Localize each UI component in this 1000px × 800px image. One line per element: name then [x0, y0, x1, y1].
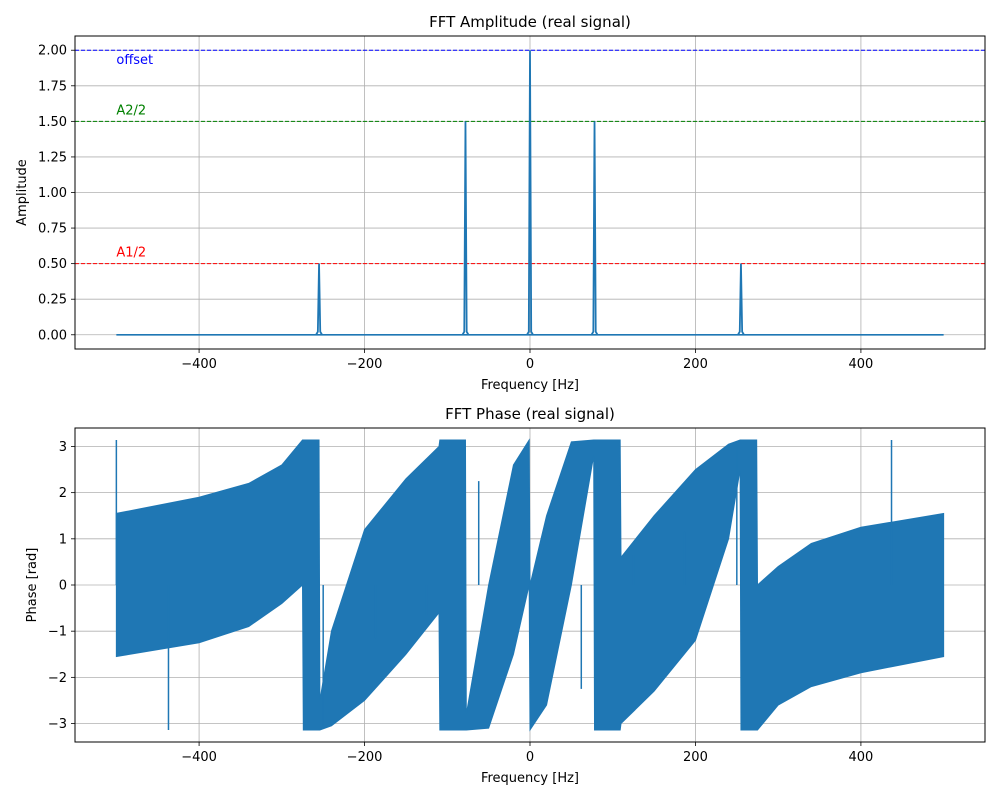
amplitude-peak	[526, 50, 534, 336]
amplitude-x-axis-label: Frequency [Hz]	[481, 378, 579, 393]
amplitude-peak	[590, 121, 599, 336]
phase-y-tick-label: −2	[48, 671, 67, 686]
amplitude-y-tick-label: 1.25	[38, 150, 67, 165]
amplitude-chart: offset A2/2 A1/2 −400 −200 0 200 400 0.00 0.25 0.…	[15, 13, 986, 393]
amplitude-x-tick-label: −200	[347, 357, 383, 372]
amplitude-x-tick-label: 0	[526, 357, 534, 372]
phase-chart: −400 −200 0 200 400 −3 −2 −1 0 1 2 3 FFT Phase (rea…	[25, 405, 986, 786]
phase-y-tick-label: 0	[59, 579, 67, 594]
phase-y-tick-label: −1	[48, 625, 67, 640]
amplitude-y-tick-label: 0.75	[38, 222, 67, 237]
ref-label-a1-2: A1/2	[116, 246, 146, 261]
phase-chart-title: FFT Phase (real signal)	[445, 405, 615, 423]
phase-x-tick-label: 200	[683, 750, 708, 765]
phase-y-tick-label: 1	[59, 532, 67, 547]
phase-x-tick-label: 0	[526, 750, 534, 765]
phase-x-axis-label: Frequency [Hz]	[481, 771, 579, 786]
amplitude-chart-title: FFT Amplitude (real signal)	[429, 13, 631, 31]
phase-x-tick-label: 400	[848, 750, 873, 765]
amplitude-y-tick-label: 1.00	[38, 186, 67, 201]
amplitude-peak	[461, 121, 470, 336]
amplitude-y-tick-label: 0.00	[38, 328, 67, 343]
phase-y-tick-label: 3	[59, 440, 67, 455]
amplitude-x-tick-label: 200	[683, 357, 708, 372]
phase-x-tick-label: −200	[347, 750, 383, 765]
phase-band	[115, 438, 945, 732]
phase-y-tick-label: −3	[48, 717, 67, 732]
phase-y-tick-label: 2	[59, 486, 67, 501]
amplitude-peak	[737, 263, 745, 336]
amplitude-y-tick-label: 1.75	[38, 79, 67, 94]
amplitude-y-tick-label: 0.50	[38, 257, 67, 272]
ref-label-a2-2: A2/2	[116, 103, 146, 118]
amplitude-x-tick-label: 400	[848, 357, 873, 372]
amplitude-peak	[315, 263, 323, 336]
phase-y-axis-label: Phase [rad]	[25, 548, 40, 623]
amplitude-y-tick-label: 2.00	[38, 44, 67, 59]
phase-x-tick-label: −400	[181, 750, 217, 765]
amplitude-x-tick-label: −400	[181, 357, 217, 372]
amplitude-y-axis-label: Amplitude	[15, 159, 30, 226]
amplitude-y-tick-label: 0.25	[38, 293, 67, 308]
ref-label-offset: offset	[116, 53, 153, 68]
amplitude-y-tick-label: 1.50	[38, 115, 67, 130]
